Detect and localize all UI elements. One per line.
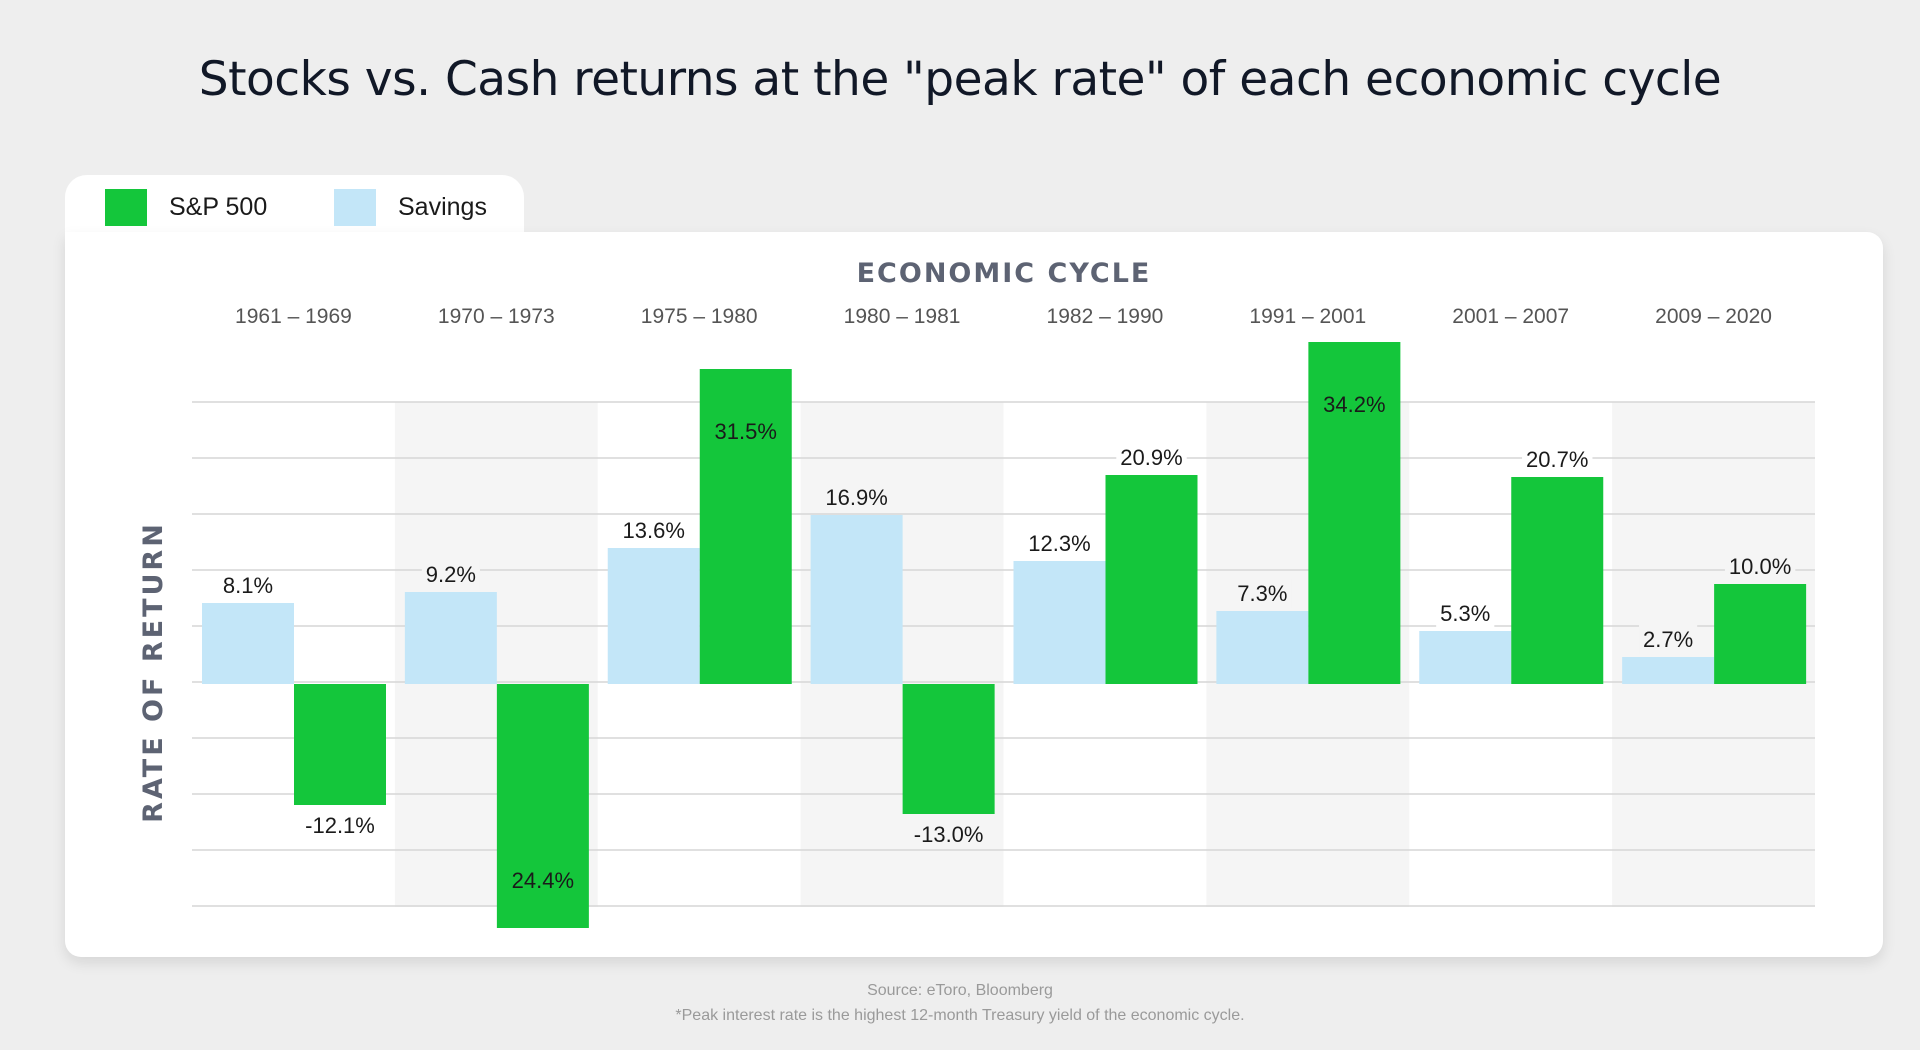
data-label-backing xyxy=(421,560,480,589)
data-label-backing xyxy=(1639,625,1698,654)
data-label-savings: 13.6% xyxy=(623,518,685,543)
legend-swatch-savings xyxy=(334,189,376,226)
data-label-backing xyxy=(1522,445,1593,474)
data-label-sp500: 24.4% xyxy=(512,868,574,893)
footnote: *Peak interest rate is the highest 12-mo… xyxy=(675,1007,1245,1024)
category-label: 2009 – 2020 xyxy=(1655,305,1772,328)
bar-sp500 xyxy=(1714,584,1807,684)
data-label-savings: 16.9% xyxy=(825,485,887,510)
category-label: 2001 – 2007 xyxy=(1452,305,1569,328)
legend-swatch-sp500 xyxy=(105,189,147,226)
bar-sp500 xyxy=(1105,475,1198,684)
category-label: 1980 – 1981 xyxy=(844,305,961,328)
data-label-sp500: 20.9% xyxy=(1120,445,1182,470)
data-label-backing xyxy=(1116,443,1187,472)
data-label-savings: 12.3% xyxy=(1028,531,1090,556)
source-note: Source: eToro, Bloomberg xyxy=(867,982,1053,999)
bar-savings xyxy=(1216,611,1309,684)
data-label-backing xyxy=(1724,552,1796,581)
category-label: 1991 – 2001 xyxy=(1249,305,1366,328)
bar-savings xyxy=(1419,631,1512,684)
data-label-backing xyxy=(1233,579,1292,608)
category-label: 1975 – 1980 xyxy=(641,305,758,328)
data-label-sp500: -13.0% xyxy=(914,822,984,847)
bar-savings xyxy=(404,592,497,684)
data-label-savings: 5.3% xyxy=(1440,601,1490,626)
chart-title: Stocks vs. Cash returns at the "peak rat… xyxy=(198,52,1722,107)
data-label-backing xyxy=(218,571,278,600)
bar-chart: ECONOMIC CYCLE RATE OF RETURN 1961 – 1969 1… xyxy=(138,258,1815,928)
legend-item-sp500: S&P 500 xyxy=(105,189,267,226)
legend-label-savings: Savings xyxy=(398,193,487,221)
data-label-sp500: 20.7% xyxy=(1526,447,1588,472)
legend-item-savings: Savings xyxy=(334,189,487,226)
bar-savings xyxy=(1013,561,1106,684)
data-label-savings: 9.2% xyxy=(426,562,476,587)
category-label: 1961 – 1969 xyxy=(235,305,352,328)
bar-savings xyxy=(1622,657,1715,684)
bar-sp500 xyxy=(902,684,995,814)
y-axis-label: RATE OF RETURN xyxy=(138,521,169,823)
data-label-sp500: -12.1% xyxy=(305,813,375,838)
bar-savings xyxy=(202,603,294,684)
data-label-backing xyxy=(821,483,892,512)
data-label-backing xyxy=(1436,599,1495,628)
bar-savings xyxy=(607,548,700,684)
category-label: 1982 – 1990 xyxy=(1047,305,1164,328)
chart-card: ECONOMIC CYCLE RATE OF RETURN 1961 – 1969 1… xyxy=(65,232,1883,957)
bar-sp500 xyxy=(1511,477,1604,684)
data-label-sp500: 34.2% xyxy=(1323,392,1385,417)
bar-sp500 xyxy=(699,369,792,684)
data-label-sp500: 10.0% xyxy=(1729,554,1791,579)
data-label-backing xyxy=(618,516,689,545)
bar-sp500 xyxy=(1308,342,1401,684)
bar-sp500 xyxy=(496,684,589,928)
data-label-sp500: 31.5% xyxy=(715,419,777,444)
bar-savings xyxy=(810,515,903,684)
data-label-backing xyxy=(1024,529,1095,558)
bar-sp500 xyxy=(294,684,386,805)
data-label-savings: 7.3% xyxy=(1237,581,1287,606)
data-label-savings: 2.7% xyxy=(1643,627,1693,652)
category-label: 1970 – 1973 xyxy=(438,305,555,328)
legend-label-sp500: S&P 500 xyxy=(169,193,268,221)
chart-title-economic-cycle: ECONOMIC CYCLE xyxy=(857,258,1152,289)
data-label-savings: 8.1% xyxy=(223,573,273,598)
